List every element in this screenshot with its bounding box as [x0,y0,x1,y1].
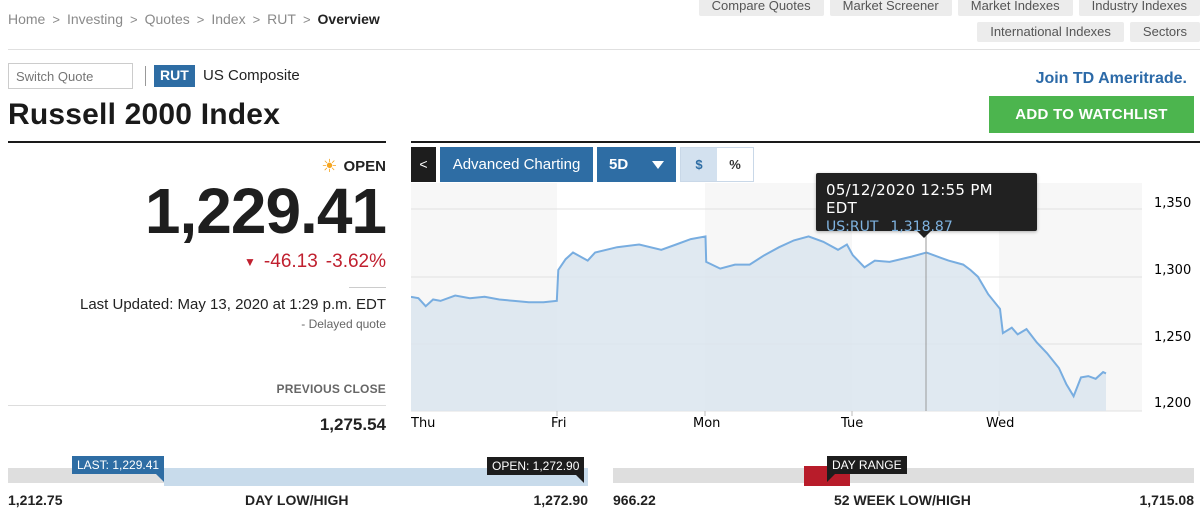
breadcrumb-home[interactable]: Home [8,11,46,27]
52-week-track [613,468,1194,483]
x-tick-label: Wed [986,416,1014,431]
market-status: ☀ OPEN [321,157,386,175]
52-week-high-value: 1,715.08 [1139,492,1195,508]
divider [8,141,386,143]
breadcrumb-rut[interactable]: RUT [267,11,296,27]
chevron-right-icon: > [196,11,205,27]
price-chart[interactable]: Thu Fri Mon Tue Wed 1,200 1,250 1,300 1,… [411,183,1200,433]
nav-market-screener[interactable]: Market Screener [829,0,952,16]
day-low-value: 1,212.75 [8,492,63,508]
percent-toggle[interactable]: % [717,148,753,181]
52-week-low-value: 966.22 [613,492,656,508]
chevron-right-icon: > [52,11,60,27]
range-dropdown[interactable]: 5D [597,147,676,182]
breadcrumb-quotes[interactable]: Quotes [144,11,190,27]
market-status-label: OPEN [343,157,386,175]
previous-close-value: 1,275.54 [319,415,386,434]
nav-compare-quotes[interactable]: Compare Quotes [698,0,824,16]
nav-international-indexes[interactable]: International Indexes [977,22,1124,42]
day-range-label: DAY LOW/HIGH [245,492,349,508]
open-price-flag: OPEN: 1,272.90 [487,457,585,483]
price-change: ▼ -46.13 -3.62% [244,251,386,273]
range-value: 5D [609,156,629,173]
tooltip-time: 05/12/2020 12:55 PM EDT [826,181,993,217]
add-to-watchlist-button[interactable]: ADD TO WATCHLIST [989,96,1194,133]
switch-quote-input[interactable] [8,63,133,89]
value-mode-toggle: $ % [680,147,754,182]
breadcrumb: Home > Investing > Quotes > Index > RUT … [8,11,380,27]
ticker-badge: RUT [154,65,195,87]
delayed-note: - Delayed quote [301,317,386,331]
last-updated: Last Updated: May 13, 2020 at 1:29 p.m. … [79,296,386,313]
day-range-flag: DAY RANGE [827,456,907,482]
x-tick-label: Thu [411,416,435,431]
nav-industry-indexes[interactable]: Industry Indexes [1078,0,1200,16]
y-tick-label: 1,250 [1154,330,1191,345]
change-points: -46.13 [263,251,318,272]
breadcrumb-index[interactable]: Index [211,11,246,27]
x-tick-label: Fri [551,416,567,431]
tooltip-value: 1,318.87 [890,219,953,235]
day-high-value: 1,272.90 [533,492,589,508]
chevron-right-icon: > [130,11,138,27]
last-price: 1,229.41 [144,175,387,247]
chevron-right-icon: > [302,11,311,27]
divider [145,66,146,86]
x-tick-label: Mon [693,416,720,431]
previous-close-label: PREVIOUS CLOSE [276,382,386,396]
caret-down-icon [652,160,664,169]
sun-icon: ☀ [321,156,338,176]
divider [349,287,386,288]
x-ticks [556,411,1000,416]
breadcrumb-overview: Overview [317,11,380,27]
tooltip-value-row: US:RUT 1,318.87 [826,219,1027,235]
page-title: Russell 2000 Index [8,98,281,131]
top-nav-row-1: Compare Quotes Market Screener Market In… [698,0,1200,16]
chevron-right-icon: > [252,11,261,27]
divider [8,405,386,406]
join-td-ameritrade-link[interactable]: Join TD Ameritrade. [1035,70,1187,87]
advanced-charting-button[interactable]: Advanced Charting [440,147,593,182]
down-arrow-icon: ▼ [244,255,256,269]
52-week-label: 52 WEEK LOW/HIGH [834,492,971,508]
nav-market-indexes[interactable]: Market Indexes [957,0,1073,16]
breadcrumb-investing[interactable]: Investing [66,11,123,27]
divider [411,141,1200,143]
tooltip-symbol: US:RUT [826,219,879,235]
price-area [411,236,1106,411]
divider [8,49,1200,50]
top-nav-row-2: International Indexes Sectors [977,22,1200,42]
day-range-fill [164,468,588,486]
chevron-left-icon[interactable]: < [411,147,436,182]
change-percent: -3.62% [325,251,386,272]
y-tick-label: 1,300 [1154,263,1191,278]
dollar-toggle[interactable]: $ [681,148,717,181]
x-tick-label: Tue [840,416,863,431]
y-tick-label: 1,350 [1154,196,1191,211]
nav-sectors[interactable]: Sectors [1129,22,1200,42]
last-price-flag: LAST: 1,229.41 [72,456,165,482]
chart-tooltip: 05/12/2020 12:55 PM EDT US:RUT 1,318.87 [816,173,1037,238]
price-line [411,235,1107,399]
y-tick-label: 1,200 [1154,396,1191,411]
exchange-label: US Composite [203,67,300,84]
